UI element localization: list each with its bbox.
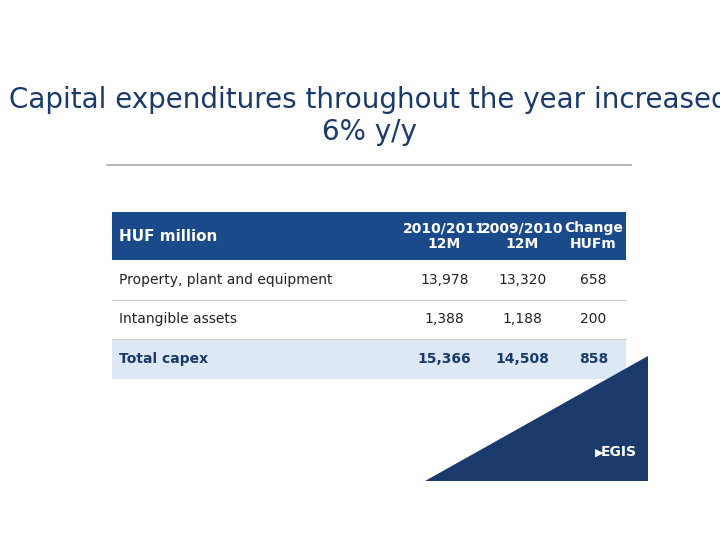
- Text: Capital expenditures throughout the year increased
6% y/y: Capital expenditures throughout the year…: [9, 85, 720, 146]
- Text: 13,320: 13,320: [498, 273, 546, 287]
- Text: 858: 858: [579, 352, 608, 366]
- Polygon shape: [425, 356, 648, 481]
- Text: 15,366: 15,366: [418, 352, 471, 366]
- Text: 2009/2010
12M: 2009/2010 12M: [481, 221, 564, 252]
- Text: 200: 200: [580, 313, 607, 327]
- Text: Property, plant and equipment: Property, plant and equipment: [119, 273, 333, 287]
- FancyBboxPatch shape: [112, 339, 626, 379]
- FancyBboxPatch shape: [112, 300, 626, 339]
- Text: 2010/2011
12M: 2010/2011 12M: [403, 221, 486, 252]
- Text: 1,188: 1,188: [503, 313, 542, 327]
- Text: 658: 658: [580, 273, 607, 287]
- Text: ▶: ▶: [595, 447, 603, 457]
- FancyBboxPatch shape: [112, 212, 626, 260]
- Text: Change
HUFm: Change HUFm: [564, 221, 623, 252]
- Text: EGIS: EGIS: [601, 446, 637, 460]
- Text: 1,388: 1,388: [425, 313, 464, 327]
- Text: Intangible assets: Intangible assets: [119, 313, 237, 327]
- Text: 14,508: 14,508: [495, 352, 549, 366]
- Text: 13,978: 13,978: [420, 273, 469, 287]
- Text: HUF million: HUF million: [119, 229, 217, 244]
- Polygon shape: [386, 389, 648, 481]
- FancyBboxPatch shape: [112, 260, 626, 300]
- Text: Total capex: Total capex: [119, 352, 208, 366]
